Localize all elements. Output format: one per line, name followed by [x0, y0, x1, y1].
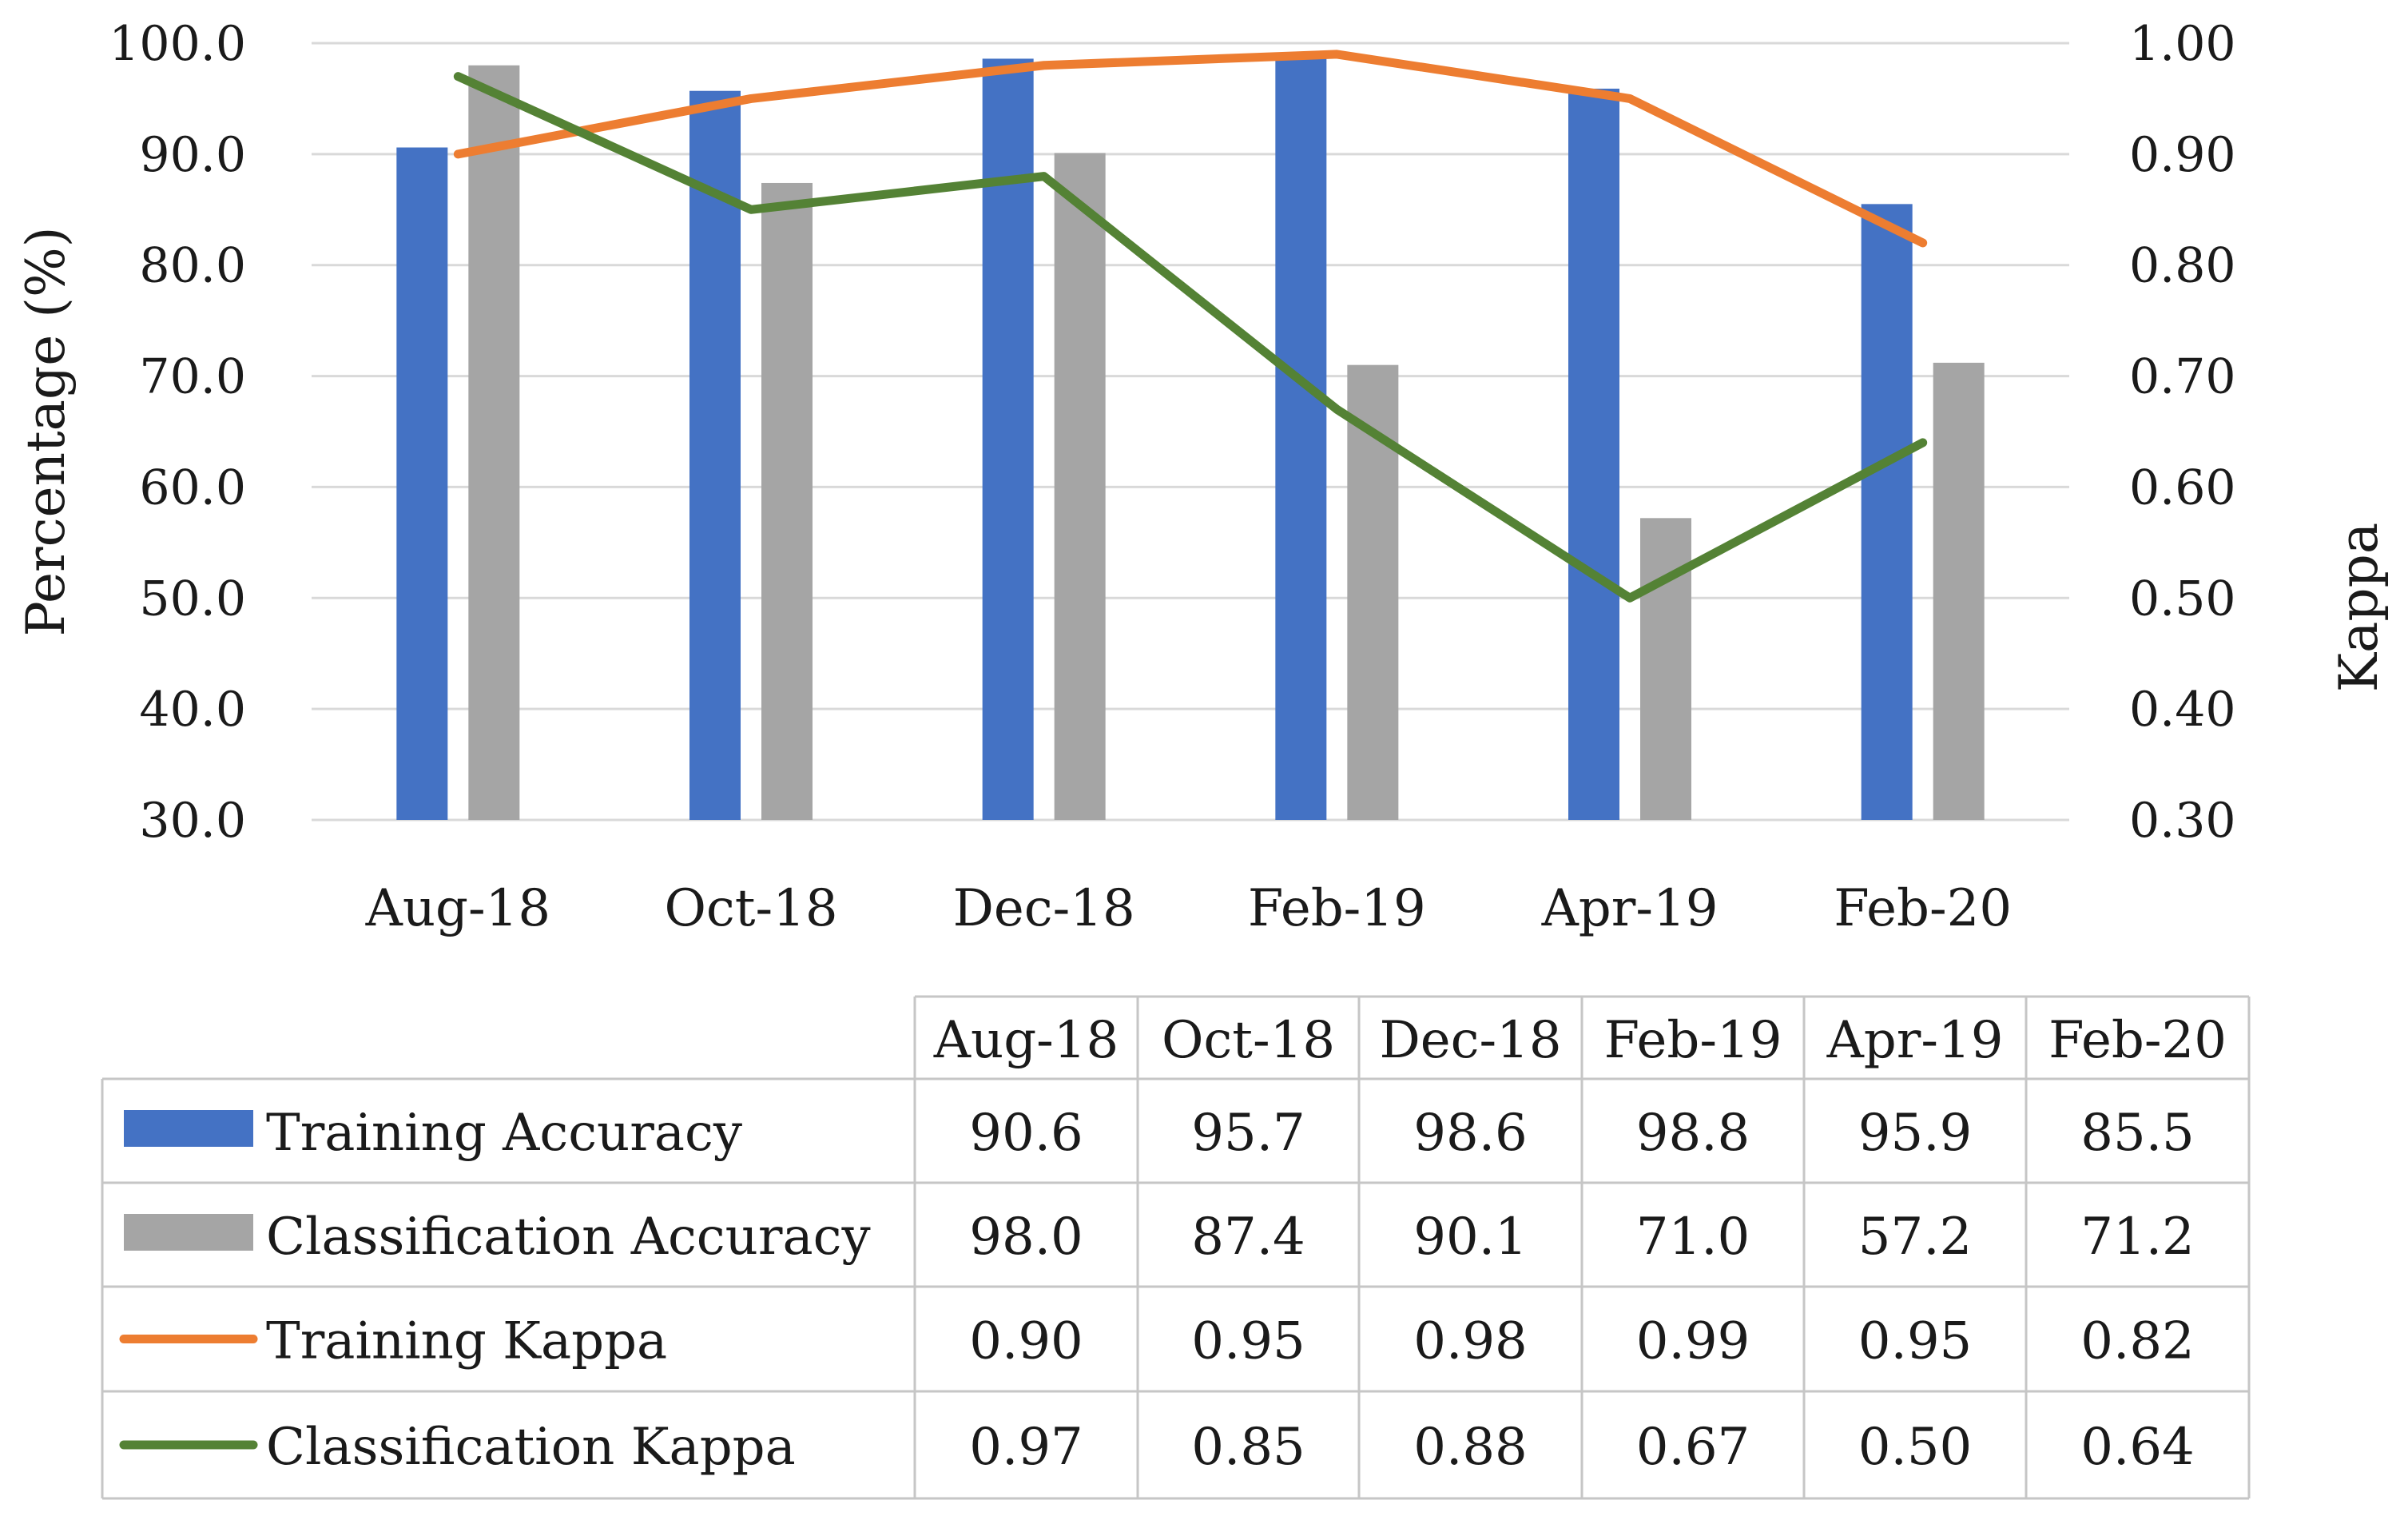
bar-classification-accuracy — [1933, 362, 1985, 820]
table-header: Feb-20 — [2048, 1011, 2227, 1070]
table-cell: 0.88 — [1413, 1418, 1528, 1477]
y-tick-label: 60.0 — [139, 460, 246, 515]
legend-key — [124, 1214, 253, 1251]
table-series-name: Training Accuracy — [266, 1104, 742, 1163]
table-series-name: Classification Accuracy — [266, 1208, 871, 1267]
y2-tick-label: 0.80 — [2129, 238, 2236, 294]
bar-training-accuracy — [689, 90, 741, 821]
table-cell: 0.82 — [2080, 1312, 2195, 1371]
x-tick-label: Feb-20 — [1834, 879, 2012, 938]
lines — [453, 50, 1928, 603]
table-cell: 71.2 — [2080, 1208, 2195, 1267]
table-header: Dec-18 — [1379, 1011, 1561, 1070]
bar-training-accuracy — [396, 147, 448, 821]
table-header: Aug-18 — [933, 1011, 1119, 1070]
y2-tick-label: 1.00 — [2129, 16, 2236, 72]
x-tick-label: Apr-19 — [1541, 879, 1719, 938]
x-tick-label: Oct-18 — [664, 879, 837, 938]
table-cell: 0.67 — [1636, 1418, 1750, 1477]
gridlines — [312, 42, 2069, 822]
table-cell: 98.6 — [1413, 1104, 1528, 1163]
table-cell: 0.95 — [1191, 1312, 1305, 1371]
table-cell: 98.8 — [1636, 1104, 1750, 1163]
bar-classification-accuracy — [1054, 153, 1106, 820]
y2-tick-label: 0.70 — [2129, 349, 2236, 405]
table-cell: 87.4 — [1191, 1208, 1305, 1267]
y-tick-label: 100.0 — [109, 16, 246, 72]
table-header: Feb-19 — [1604, 1011, 1782, 1070]
x-tick-label: Dec-18 — [953, 879, 1135, 938]
y-tick-label: 30.0 — [139, 793, 246, 849]
table-series-name: Classification Kappa — [266, 1418, 796, 1477]
y-tick-label: 70.0 — [139, 349, 246, 405]
axes: 30.0 40.0 50.0 60.0 70.0 80.0 90.0 100.0 0.30 0.4… — [109, 16, 2235, 938]
table-cell: 98.0 — [969, 1208, 1083, 1267]
table-cell: 90.1 — [1413, 1208, 1528, 1267]
y2-axis-title: Kappa — [2328, 523, 2390, 693]
y2-tick-label: 0.60 — [2129, 460, 2236, 515]
y2-tick-label: 0.30 — [2129, 793, 2236, 849]
table-cell: 0.85 — [1191, 1418, 1305, 1477]
x-tick-label: Aug-18 — [365, 879, 550, 938]
table-cell: 90.6 — [969, 1104, 1083, 1163]
y-tick-label: 50.0 — [139, 571, 246, 627]
line-classification-kappa — [453, 72, 1928, 603]
table-cell: 57.2 — [1858, 1208, 1973, 1267]
table-header: Oct-18 — [1162, 1011, 1335, 1070]
y-axis-title: Percentage (%) — [15, 227, 77, 637]
bar-classification-accuracy — [761, 182, 813, 820]
bar-training-accuracy — [1568, 88, 1619, 821]
y2-tick-label: 0.50 — [2129, 571, 2236, 627]
y2-tick-label: 0.90 — [2129, 127, 2236, 183]
table-cell: 0.99 — [1636, 1312, 1750, 1371]
table-series-name: Training Kappa — [266, 1312, 667, 1371]
table-cell: 0.98 — [1413, 1312, 1528, 1371]
table-cell: 0.90 — [969, 1312, 1083, 1371]
bar-training-accuracy — [1861, 204, 1913, 821]
bar-training-accuracy — [1275, 56, 1327, 821]
table-cell: 95.9 — [1858, 1104, 1973, 1163]
y-tick-label: 40.0 — [139, 682, 246, 738]
line-training-kappa — [453, 50, 1928, 248]
table-cell: 0.50 — [1858, 1418, 1973, 1477]
y2-tick-label: 0.40 — [2129, 682, 2236, 738]
table-cell: 71.0 — [1636, 1208, 1750, 1267]
y-tick-label: 90.0 — [139, 127, 246, 183]
table-header: Apr-19 — [1826, 1011, 2004, 1070]
table-cell: 0.64 — [2080, 1418, 2195, 1477]
data-table: Aug-18 Oct-18 Dec-18 Feb-19 Apr-19 Feb-20 Trai… — [101, 995, 2251, 1500]
legend-key — [124, 1110, 253, 1147]
bars — [396, 56, 1985, 821]
table-cell: 0.95 — [1858, 1312, 1973, 1371]
y-tick-label: 80.0 — [139, 238, 246, 294]
table-cell: 85.5 — [2080, 1104, 2195, 1163]
bar-training-accuracy — [982, 58, 1034, 820]
bar-classification-accuracy — [1640, 518, 1691, 820]
x-tick-label: Feb-19 — [1248, 879, 1426, 938]
table-cell: 0.97 — [969, 1418, 1083, 1477]
bar-classification-accuracy — [468, 65, 520, 821]
table-cell: 95.7 — [1191, 1104, 1305, 1163]
